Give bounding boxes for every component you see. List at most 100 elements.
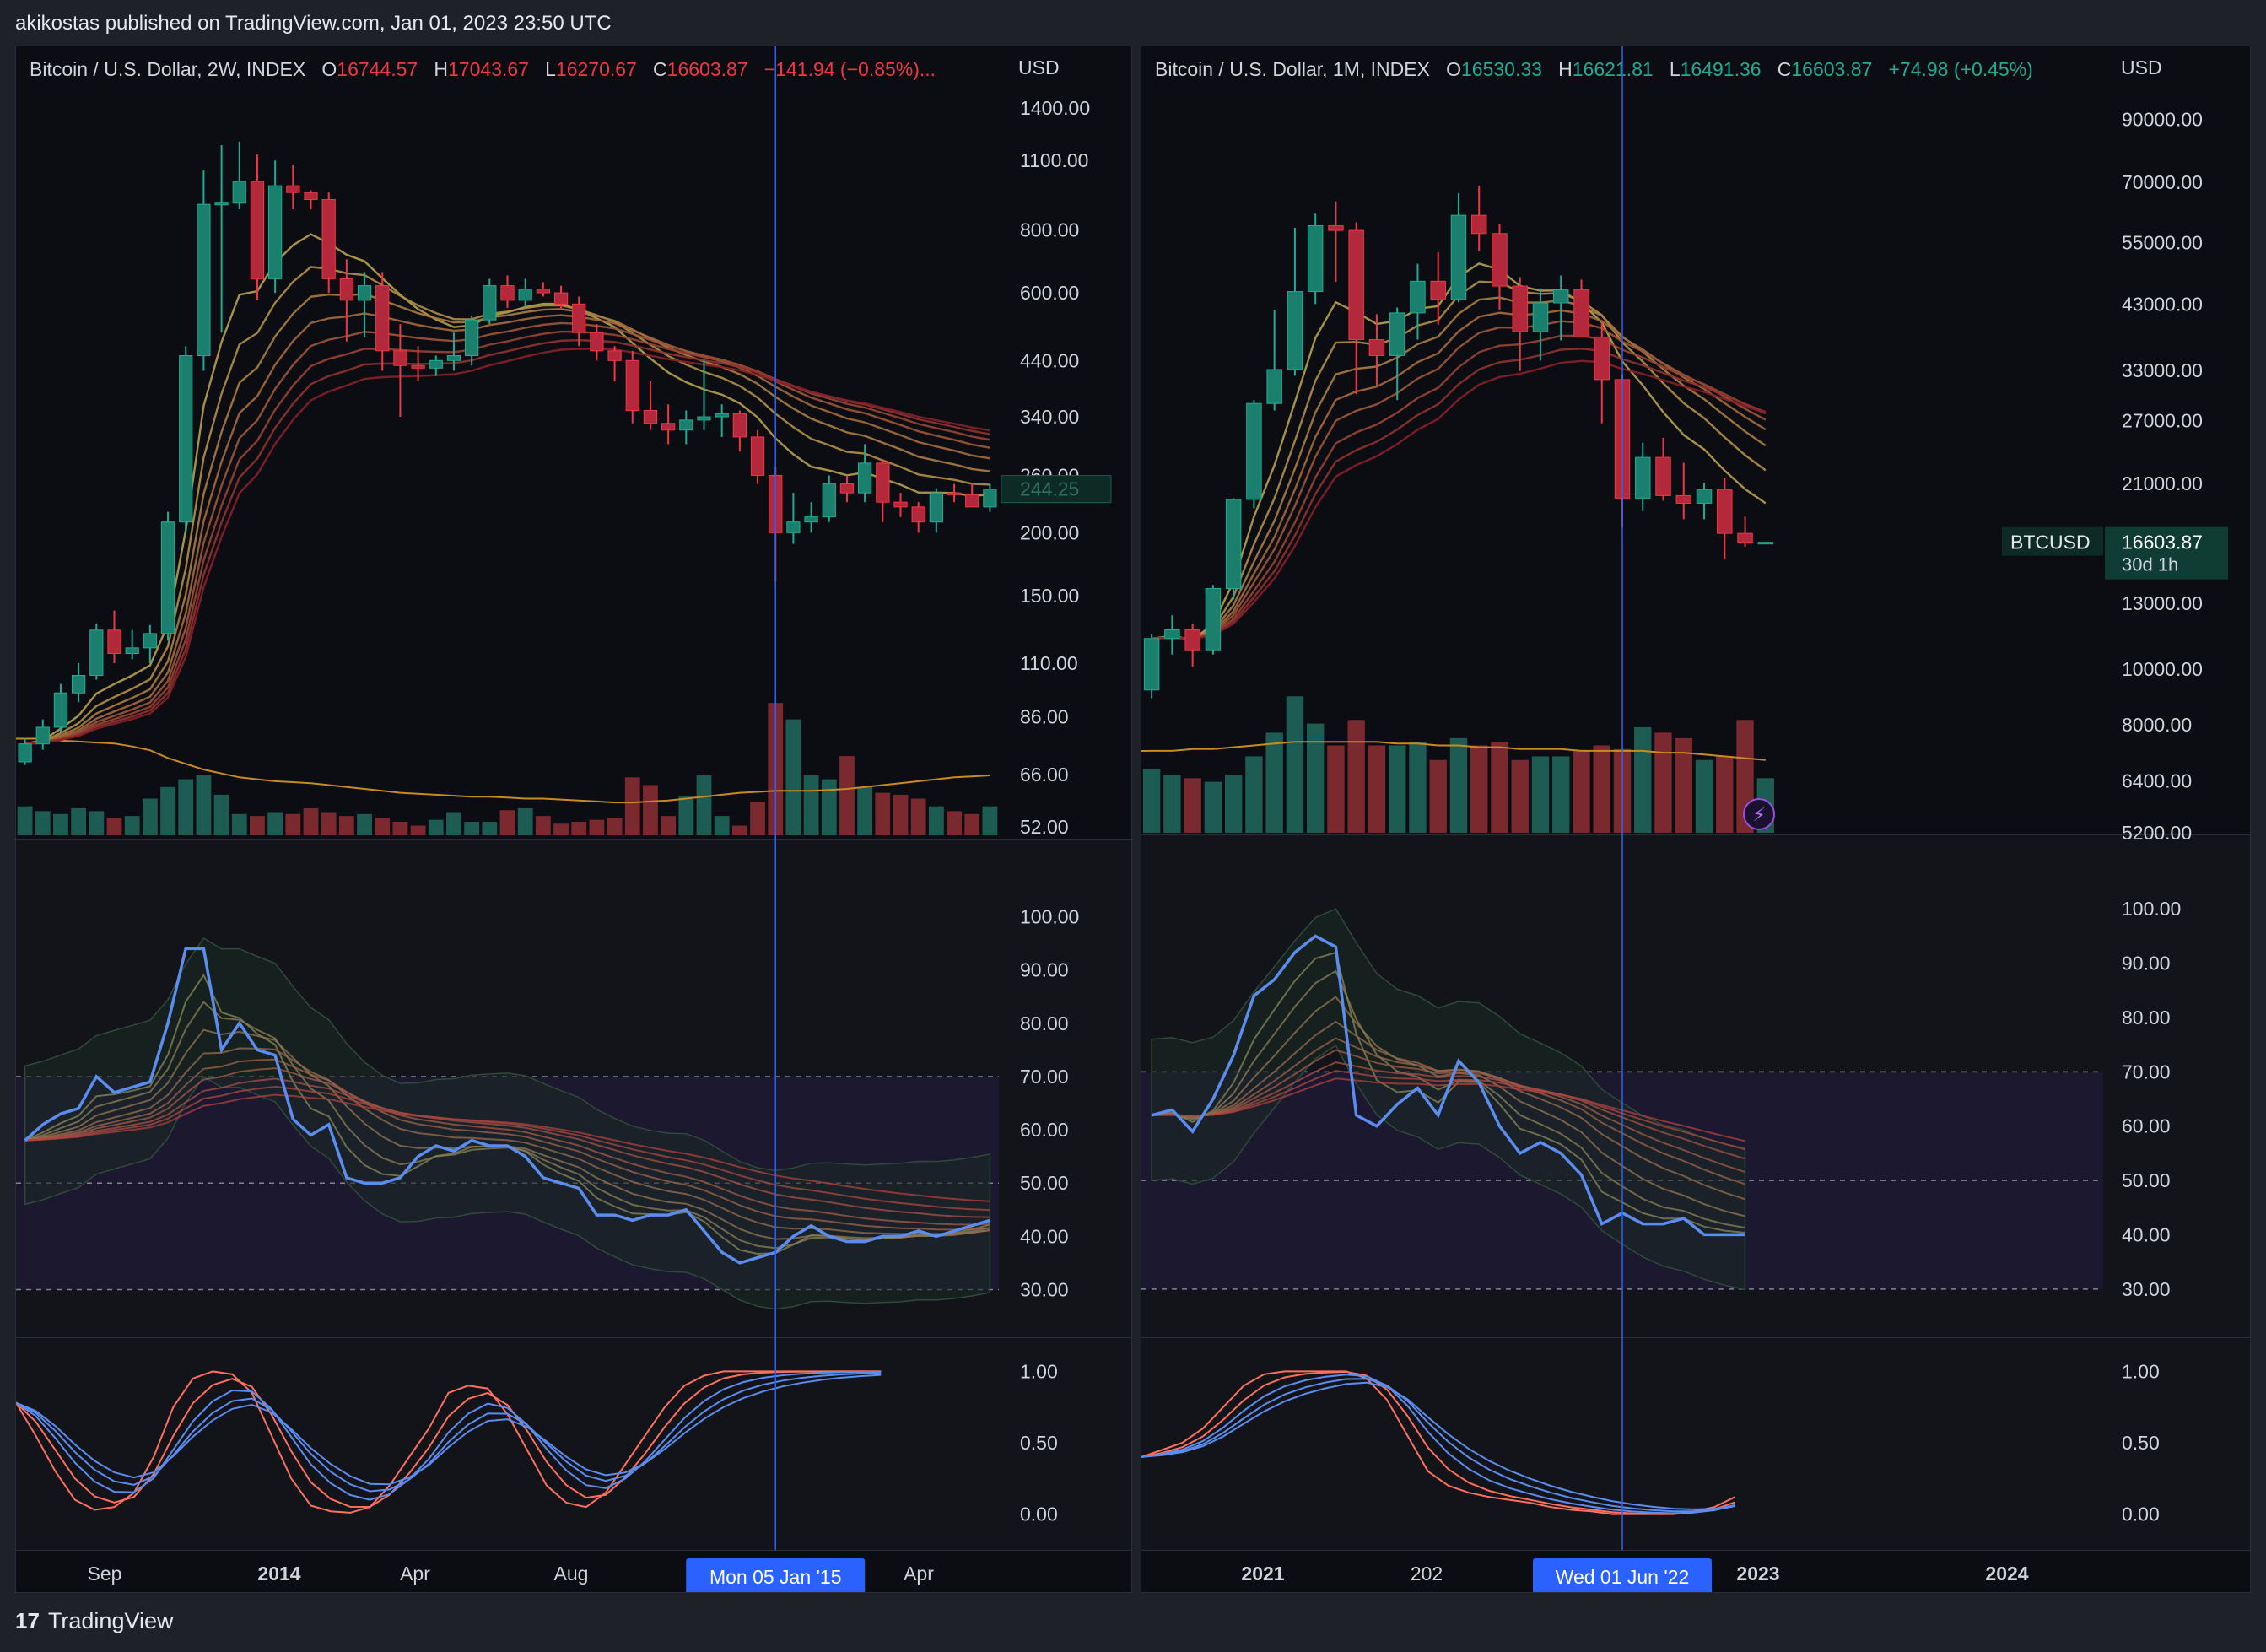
candle-body — [1450, 214, 1467, 300]
rsi-ribbon-line — [1152, 1061, 1745, 1160]
candle-body — [625, 359, 639, 412]
candle-body — [1246, 402, 1262, 500]
candle-body — [518, 289, 532, 301]
candle-body — [446, 355, 461, 361]
ema-ribbon-line — [1152, 296, 1767, 640]
left-chart-panel[interactable]: Bitcoin / U.S. Dollar, 2W, INDEX O16744.… — [15, 46, 1132, 1593]
stoch-line — [1141, 1374, 1735, 1514]
candle-body — [947, 492, 962, 495]
left-open: 16744.57 — [337, 58, 418, 80]
crosshair-time-label: Mon 05 Jan '15 — [709, 1566, 842, 1588]
pane-separator — [16, 1337, 1131, 1338]
volume-bar — [696, 775, 712, 835]
stoch-axis-tick: 0.50 — [2122, 1432, 2160, 1454]
price-axis-tick: 52.00 — [1020, 816, 1069, 838]
symbol-badge-bg — [2002, 526, 2103, 556]
price-axis-tick: 27000.00 — [2122, 409, 2203, 431]
stoch-axis-tick: 1.00 — [2122, 1360, 2160, 1382]
right-currency-label: USD — [2121, 57, 2162, 78]
candle-body — [1307, 225, 1324, 293]
volume-bar — [1552, 756, 1570, 833]
candle-body — [232, 181, 246, 204]
publisher-line: akikostas published on TradingView.com, … — [15, 12, 612, 35]
price-axis-tick: 440.00 — [1020, 349, 1079, 371]
candle-body — [911, 506, 925, 523]
rsi-line — [24, 947, 990, 1265]
rsi-ribbon-line — [24, 1058, 990, 1231]
right-high: 16621.81 — [1572, 58, 1654, 80]
volume-bar — [1429, 759, 1447, 833]
right-high-label: H — [1558, 58, 1573, 80]
right-chart-canvas[interactable]: 90000.00 70000.00 55000.00 43000.00 33000.00… — [1141, 46, 2250, 1592]
time-axis-border — [16, 1550, 1131, 1551]
candle-body — [1328, 225, 1344, 231]
candle-body — [1266, 369, 1282, 404]
rsi-axis-tick: 100.00 — [2122, 898, 2181, 920]
price-axis-tick: 55000.00 — [2122, 231, 2203, 253]
rsi-axis-tick: 40.00 — [2122, 1223, 2171, 1245]
right-open-label: O — [1446, 58, 1461, 80]
candle-body — [1164, 629, 1180, 640]
right-legend: Bitcoin / U.S. Dollar, 1M, INDEX O16530.… — [1155, 58, 2033, 81]
rsi-ribbon-line — [1152, 1049, 1745, 1174]
stoch-line — [1141, 1378, 1735, 1513]
volume-bar — [731, 825, 747, 835]
candle-body — [1757, 542, 1774, 545]
candle-body — [715, 413, 729, 418]
rsi-axis-tick: 70.00 — [1020, 1066, 1069, 1088]
candle-body — [893, 501, 908, 508]
price-badge: 16603.87 — [2122, 532, 2203, 553]
price-axis-tick: 8000.00 — [2122, 714, 2192, 736]
right-symbol: Bitcoin / U.S. Dollar, 1M, INDEX — [1155, 58, 1430, 80]
volume-bar — [839, 756, 855, 835]
volume-bar — [17, 806, 33, 835]
candle-body — [500, 285, 515, 301]
time-axis-label: 202 — [1411, 1563, 1443, 1585]
volume-bar — [1204, 781, 1222, 833]
volume-bar — [499, 810, 515, 835]
footer[interactable]: 17 TradingView — [15, 1608, 174, 1634]
right-low-label: L — [1669, 58, 1681, 80]
rsi-ribbon-line — [24, 1077, 990, 1218]
left-close: 16603.87 — [666, 58, 748, 80]
right-open: 16530.33 — [1461, 58, 1542, 80]
left-open-label: O — [321, 58, 337, 80]
rsi-ribbon-line — [24, 1093, 990, 1202]
right-chart-panel[interactable]: Bitcoin / U.S. Dollar, 1M, INDEX O16530.… — [1141, 46, 2251, 1593]
candle-body — [858, 462, 872, 494]
volume-bar — [303, 807, 319, 835]
volume-bar — [231, 813, 247, 835]
price-axis-tick: 110.00 — [1020, 652, 1078, 674]
volume-bar — [571, 821, 587, 835]
price-axis-tick: 150.00 — [1020, 585, 1079, 607]
volume-bar — [1654, 732, 1672, 833]
crosshair-time-badge — [686, 1558, 866, 1592]
price-axis-tick: 600.00 — [1020, 282, 1079, 304]
candle-body — [143, 633, 157, 649]
volume-bar — [714, 816, 730, 835]
candle-body — [607, 350, 622, 361]
candle-body — [465, 319, 479, 357]
candle-body — [1573, 289, 1589, 337]
volume-bar — [160, 786, 175, 835]
volume-bar — [446, 812, 461, 835]
volume-bar — [267, 812, 283, 835]
rsi-ribbon-line — [1152, 1070, 1745, 1151]
price-axis-tick: 6400.00 — [2122, 769, 2192, 791]
price-axis-tick: 340.00 — [1020, 406, 1079, 428]
candle-body — [393, 350, 407, 366]
time-axis-label: 2023 — [1736, 1563, 1779, 1585]
candle-body — [286, 185, 300, 193]
rsi-axis-tick: 30.00 — [1020, 1278, 1069, 1300]
volume-bar — [624, 777, 640, 835]
time-axis-label: Sep — [88, 1563, 122, 1585]
volume-bar — [678, 796, 694, 835]
candle-body — [375, 285, 390, 352]
volume-bar — [643, 785, 658, 835]
ema-ribbon-line — [24, 293, 990, 745]
price-axis-tick: 1400.00 — [1020, 97, 1090, 119]
left-chart-canvas[interactable]: 1400.001100.00800.00600.00440.00340.0026… — [16, 46, 1131, 1592]
volume-bar — [1347, 720, 1365, 833]
volume-bar — [1368, 745, 1386, 833]
stoch-line — [16, 1372, 882, 1493]
